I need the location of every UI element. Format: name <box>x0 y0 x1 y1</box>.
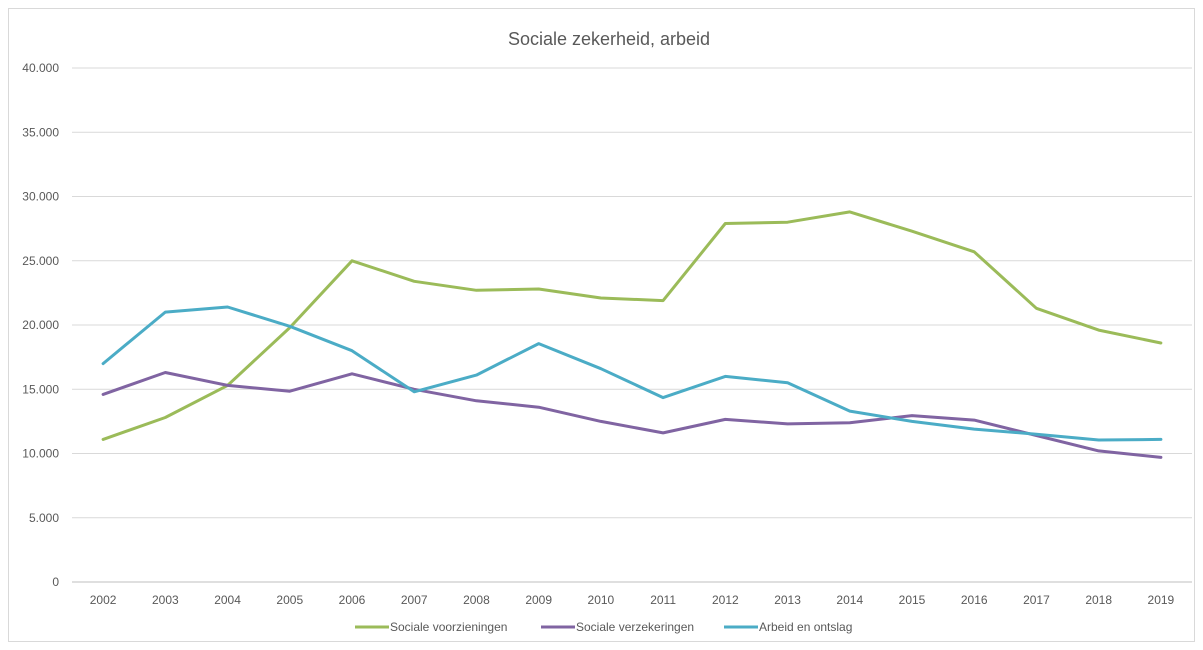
y-tick-label: 5.000 <box>29 511 59 525</box>
data-point <box>724 375 727 378</box>
data-point <box>911 420 914 423</box>
series-line <box>101 371 1163 459</box>
data-point <box>724 418 727 421</box>
data-point <box>599 420 602 423</box>
data-point <box>226 384 229 387</box>
data-point <box>1097 449 1100 452</box>
x-tick-label: 2017 <box>1023 593 1050 607</box>
y-tick-label: 30.000 <box>22 190 59 204</box>
legend-label: Sociale verzekeringen <box>576 620 694 634</box>
y-tick-label: 40.000 <box>22 61 59 75</box>
y-tick-label: 35.000 <box>22 125 59 139</box>
y-axis-ticks: 0 5.000 10.000 15.000 20.000 25.000 30.000 35.0… <box>22 61 59 589</box>
legend-item: Sociale verzekeringen <box>541 620 694 634</box>
data-point <box>475 289 478 292</box>
data-point <box>1035 307 1038 310</box>
data-point <box>662 431 665 434</box>
x-tick-label: 2009 <box>525 593 552 607</box>
series-lines <box>101 210 1163 459</box>
data-point <box>1035 433 1038 436</box>
x-tick-label: 2008 <box>463 593 490 607</box>
data-point <box>599 297 602 300</box>
data-point <box>351 349 354 352</box>
y-tick-label: 15.000 <box>22 382 59 396</box>
x-tick-label: 2011 <box>650 593 676 607</box>
data-point <box>537 406 540 409</box>
x-tick-label: 2003 <box>152 593 179 607</box>
data-point <box>1159 456 1162 459</box>
legend-item: Arbeid en ontslag <box>724 620 852 634</box>
x-tick-label: 2014 <box>836 593 863 607</box>
y-tick-label: 20.000 <box>22 318 59 332</box>
x-tick-label: 2012 <box>712 593 739 607</box>
data-point <box>351 372 354 375</box>
data-point <box>911 230 914 233</box>
data-point <box>973 419 976 422</box>
data-point <box>973 250 976 253</box>
data-point <box>1159 438 1162 441</box>
data-point <box>537 288 540 291</box>
x-tick-label: 2018 <box>1085 593 1112 607</box>
x-tick-label: 2013 <box>774 593 801 607</box>
data-point <box>848 210 851 213</box>
data-point <box>226 306 229 309</box>
data-point <box>288 325 291 328</box>
x-tick-label: 2006 <box>339 593 366 607</box>
data-point <box>848 421 851 424</box>
data-point <box>413 280 416 283</box>
data-point <box>1159 341 1162 344</box>
series-group <box>101 210 1163 441</box>
data-point <box>102 438 105 441</box>
x-tick-label: 2004 <box>214 593 241 607</box>
x-tick-label: 2007 <box>401 593 428 607</box>
data-point <box>475 374 478 377</box>
data-point <box>599 367 602 370</box>
data-point <box>1097 329 1100 332</box>
gridlines <box>72 67 1192 583</box>
data-point <box>911 414 914 417</box>
data-point <box>164 311 167 314</box>
data-point <box>786 422 789 425</box>
y-tick-label: 10.000 <box>22 447 59 461</box>
data-point <box>351 259 354 262</box>
series-group <box>101 305 1163 442</box>
data-point <box>537 342 540 345</box>
data-point <box>475 399 478 402</box>
data-point <box>973 428 976 431</box>
x-tick-label: 2002 <box>90 593 117 607</box>
data-point <box>724 222 727 225</box>
legend-item: Sociale voorzieningen <box>355 620 507 634</box>
data-point <box>288 390 291 393</box>
x-tick-label: 2010 <box>588 593 615 607</box>
x-tick-label: 2015 <box>899 593 926 607</box>
legend-label: Arbeid en ontslag <box>759 620 852 634</box>
x-tick-label: 2019 <box>1148 593 1175 607</box>
data-point <box>786 381 789 384</box>
data-point <box>102 362 105 365</box>
legend: Sociale voorzieningen Sociale verzekering… <box>355 620 852 634</box>
data-point <box>102 393 105 396</box>
series-line <box>101 305 1163 442</box>
data-point <box>1097 439 1100 442</box>
x-axis-ticks: 2002 2003 2004 2005 2006 2007 2008 2009 2010 2011… <box>90 593 1175 607</box>
legend-label: Sociale voorzieningen <box>390 620 507 634</box>
data-point <box>848 410 851 413</box>
data-point <box>164 371 167 374</box>
chart-title: Sociale zekerheid, arbeid <box>508 29 710 49</box>
x-tick-label: 2016 <box>961 593 988 607</box>
series-group <box>101 371 1163 459</box>
data-point <box>786 221 789 224</box>
data-point <box>164 416 167 419</box>
series-line <box>101 210 1163 441</box>
x-tick-label: 2005 <box>276 593 303 607</box>
y-tick-label: 0 <box>52 575 59 589</box>
data-point <box>662 396 665 399</box>
data-point <box>413 390 416 393</box>
data-point <box>662 299 665 302</box>
y-tick-label: 25.000 <box>22 254 59 268</box>
